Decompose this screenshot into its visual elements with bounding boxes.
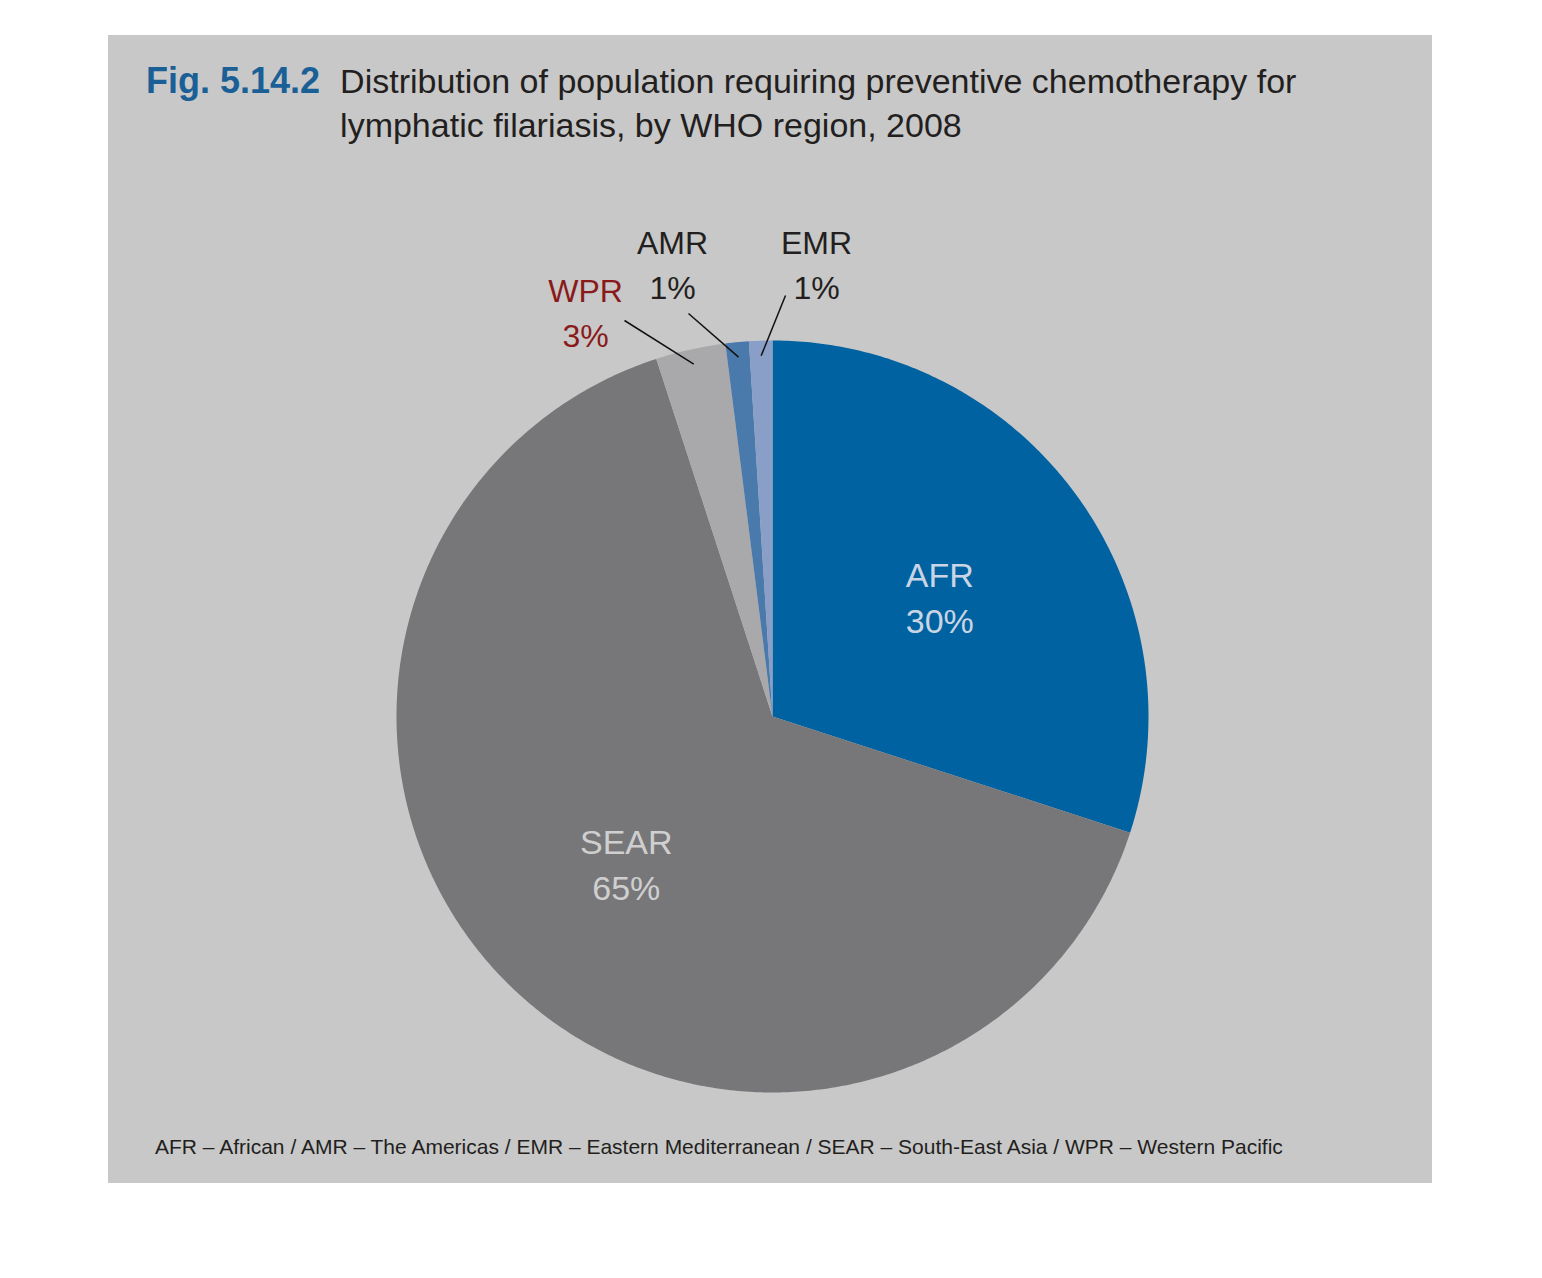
svg-text:AMR1%: AMR1%	[637, 225, 708, 306]
svg-text:EMR1%: EMR1%	[781, 225, 852, 306]
svg-text:SEAR65%: SEAR65%	[580, 823, 673, 907]
html-text:Distribution of population req: Distribution of population requiring pre…	[340, 62, 1297, 144]
svg-text:AFR30%: AFR30%	[906, 556, 974, 640]
html-text:AFR – African / AMR – The Amer: AFR – African / AMR – The Americas / EMR…	[155, 1135, 1283, 1158]
svg-text:WPR3%: WPR3%	[548, 273, 623, 354]
html-text:Fig. 5.14.2: Fig. 5.14.2	[146, 60, 321, 101]
